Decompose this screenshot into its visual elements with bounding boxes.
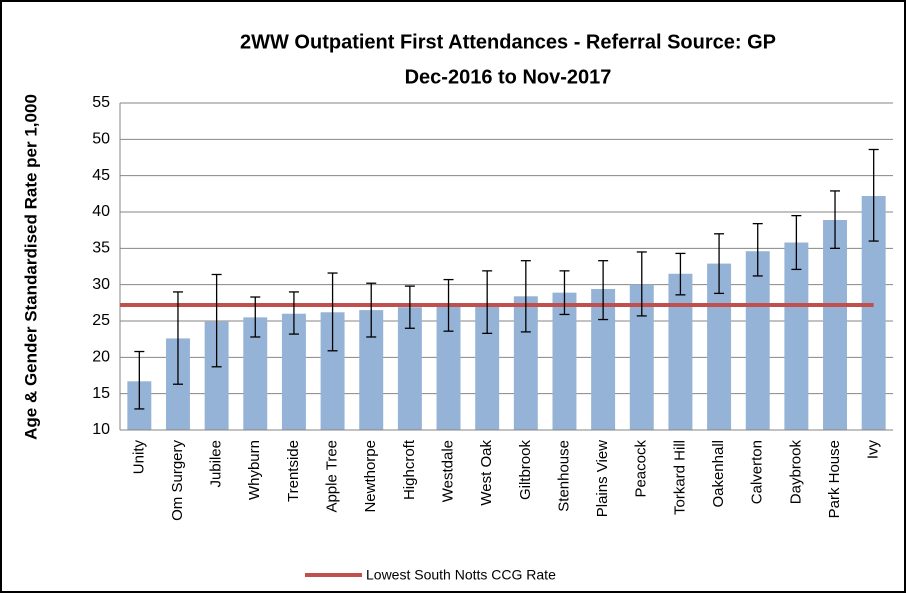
- y-axis-label: Age & Gender Standardised Rate per 1,000: [21, 94, 40, 440]
- x-tick-label: Apple Tree: [324, 440, 341, 513]
- x-tick-label: Unity: [130, 440, 147, 475]
- x-tick-label: Om Surgery: [169, 440, 186, 521]
- y-tick-label: 30: [92, 276, 110, 293]
- x-tick-label: Calverton: [749, 440, 766, 504]
- y-tick-label: 25: [92, 312, 110, 329]
- y-tick-label: 20: [92, 349, 110, 366]
- chart-title: 2WW Outpatient First Attendances - Refer…: [240, 31, 776, 53]
- bar: [591, 289, 616, 430]
- x-tick-label: Oakenhall: [710, 440, 727, 508]
- y-tick-label: 45: [92, 167, 110, 184]
- y-tick-label: 40: [92, 203, 110, 220]
- x-tick-label: Daybrook: [787, 440, 804, 505]
- x-tick-label: Peacock: [633, 440, 650, 498]
- y-tick-label: 35: [92, 240, 110, 257]
- bar: [320, 312, 345, 430]
- x-tick-label: Stenhouse: [555, 440, 572, 512]
- bar: [281, 313, 306, 430]
- x-tick-label: Torkard Hill: [671, 440, 688, 515]
- x-tick-label: Plains View: [594, 440, 611, 517]
- x-tick-label: Highcroft: [401, 439, 418, 500]
- bar: [513, 296, 538, 430]
- bar: [668, 273, 693, 430]
- y-tick-label: 10: [92, 421, 110, 438]
- bar: [784, 242, 809, 430]
- legend-label: Lowest South Notts CCG Rate: [366, 567, 556, 583]
- bar: [359, 310, 384, 430]
- x-tick-label: Giltbrook: [517, 440, 534, 501]
- bar: [552, 292, 577, 430]
- bar: [436, 306, 461, 430]
- x-tick-label: Newthorpe: [362, 440, 379, 513]
- x-tick-label: Park House: [826, 440, 843, 518]
- y-tick-label: 50: [92, 131, 110, 148]
- bar: [861, 196, 886, 430]
- x-tick-label: Trentside: [285, 440, 302, 502]
- bar: [243, 317, 268, 430]
- x-tick-label: West Oak: [478, 440, 495, 506]
- x-tick-label: Westdale: [439, 440, 456, 502]
- y-tick-label: 15: [92, 385, 110, 402]
- x-tick-label: Ivy: [865, 440, 882, 460]
- x-tick-label: Jubilee: [208, 440, 225, 488]
- bar: [745, 251, 770, 430]
- x-tick-label: Whyburn: [246, 440, 263, 500]
- chart-subtitle: Dec-2016 to Nov-2017: [405, 66, 612, 88]
- bar: [823, 219, 848, 430]
- bar: [397, 307, 422, 430]
- bar: [204, 321, 229, 430]
- y-tick-label: 55: [92, 94, 110, 111]
- bar: [475, 305, 500, 430]
- bar: [629, 284, 654, 430]
